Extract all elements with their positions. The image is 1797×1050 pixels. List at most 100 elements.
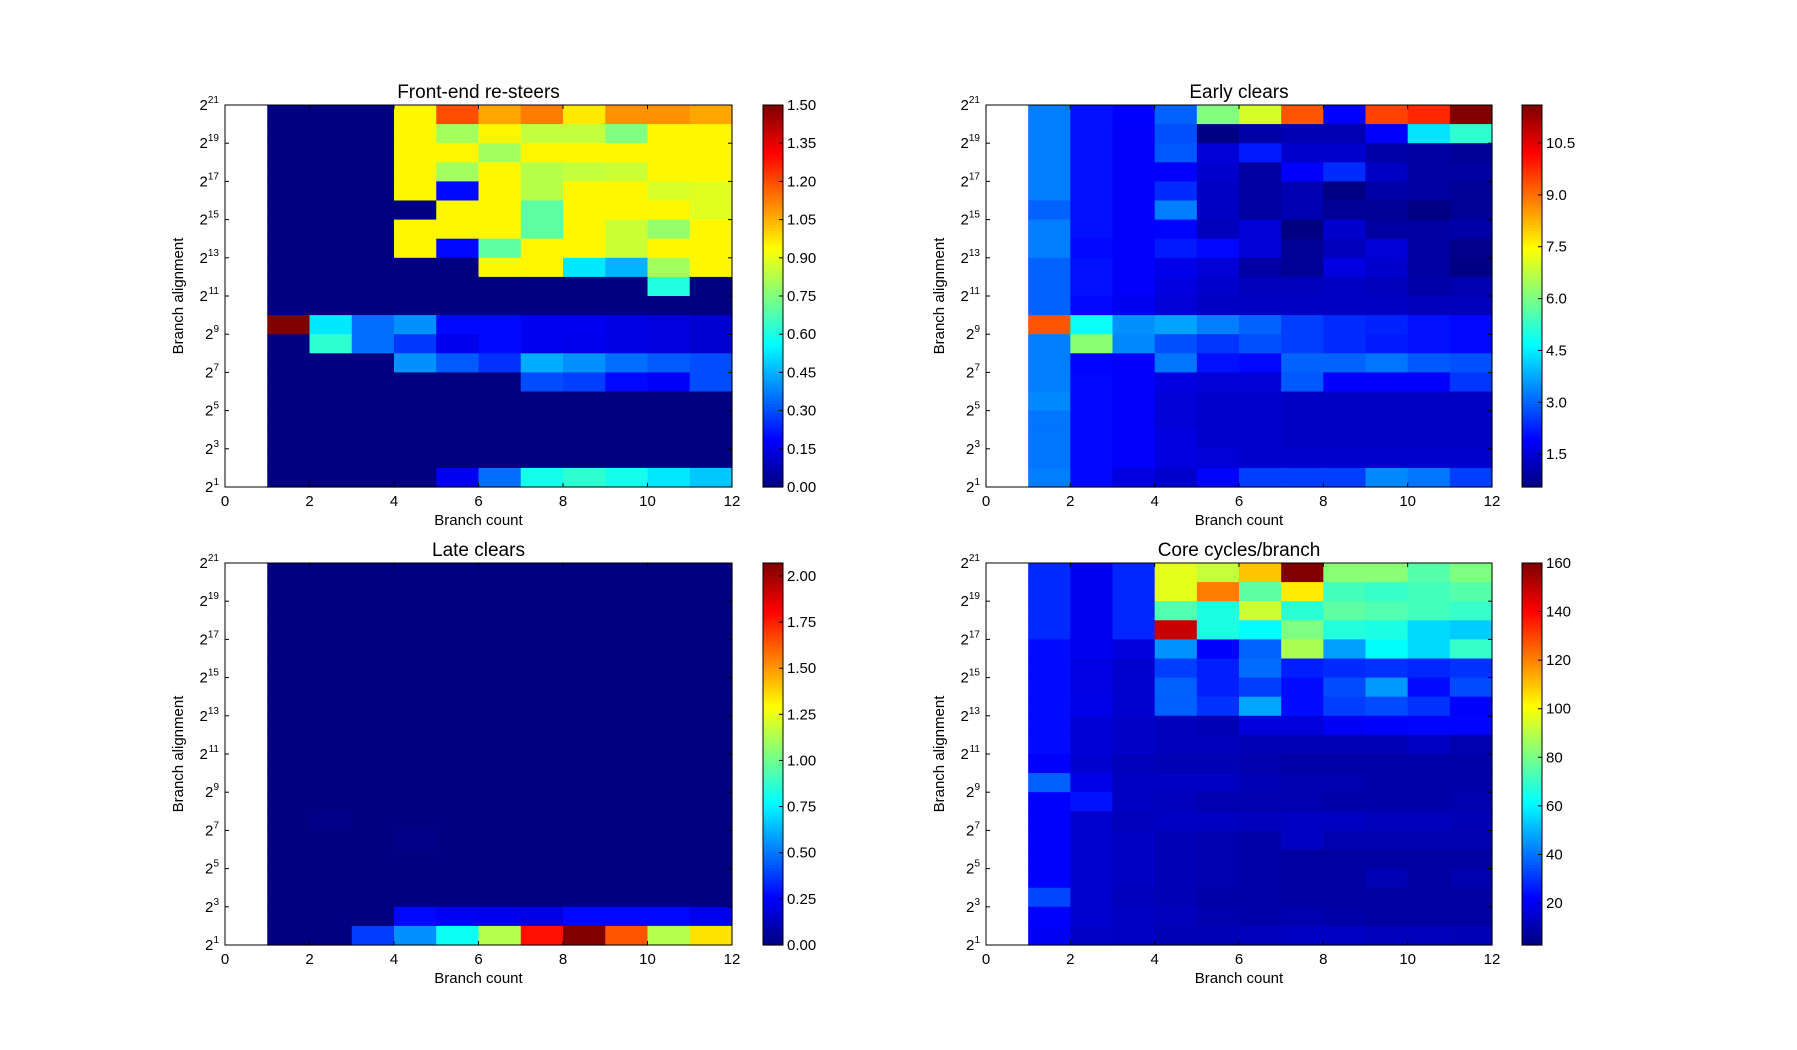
y-axis-label: Branch alignment: [931, 237, 948, 355]
colorbar-segment: [1522, 191, 1542, 196]
heatmap-cell: [1365, 429, 1409, 450]
chart-title: Core cycles/branch: [1158, 540, 1321, 561]
heatmap-cell: [647, 143, 691, 163]
y-tick-label: 72: [966, 820, 980, 839]
y-tick-base: 2: [199, 288, 207, 305]
y-tick-label: 152: [960, 668, 980, 687]
heatmap-panel: 0 2 4 6 8 10 121232527292112132152172192212Cor…: [931, 540, 1571, 987]
heatmap-cell: [1323, 677, 1367, 698]
y-tick-label: 72: [205, 820, 219, 839]
heatmap-cell: [1281, 181, 1324, 202]
heatmap-cell: [1154, 181, 1198, 202]
heatmap-cell: [1449, 639, 1493, 660]
colorbar-segment: [1522, 484, 1542, 488]
heatmap-cell: [309, 353, 353, 373]
heatmap-cell: [1196, 868, 1240, 889]
heatmap-cell: [520, 734, 564, 755]
heatmap-cell: [267, 563, 311, 583]
heatmap-cell: [520, 296, 564, 316]
colorbar-segment: [763, 936, 783, 940]
heatmap-cell: [1365, 181, 1409, 202]
heatmap-cell: [478, 792, 522, 812]
heatmap-cell: [1323, 315, 1367, 335]
y-tick-base: 2: [199, 135, 207, 152]
heatmap-cell: [1154, 601, 1198, 621]
colorbar-segment: [763, 478, 783, 482]
colorbar-segment: [1522, 224, 1542, 228]
colorbar-segment: [1522, 397, 1542, 402]
heatmap-cell: [1112, 792, 1156, 812]
heatmap-cell: [1323, 219, 1367, 240]
heatmap-cell: [1323, 601, 1367, 621]
heatmap-cell: [309, 200, 353, 221]
colorbar-segment: [1522, 580, 1542, 585]
heatmap-cell: [394, 582, 437, 602]
colorbar-segment: [1522, 918, 1542, 922]
colorbar-segment: [1522, 481, 1542, 485]
heatmap-cell: [1154, 257, 1198, 278]
heatmap-cell: [478, 429, 522, 450]
heatmap-cell: [1196, 429, 1240, 450]
colorbar-segment: [763, 325, 783, 330]
colorbar-segment: [763, 801, 783, 806]
colorbar-segment: [763, 272, 783, 276]
heatmap-cell: [689, 773, 733, 793]
y-tick-label: 52: [205, 859, 219, 878]
heatmap-cell: [647, 849, 691, 870]
colorbar-segment: [1522, 301, 1542, 306]
heatmap-cell: [1323, 620, 1367, 640]
heatmap-cell: [689, 105, 733, 125]
heatmap-cell: [351, 429, 395, 450]
heatmap-cell: [351, 734, 395, 755]
heatmap-cell: [1281, 620, 1324, 640]
heatmap-cell: [1239, 620, 1282, 640]
heatmap-cell: [309, 372, 353, 393]
colorbar-segment: [1522, 661, 1542, 666]
colorbar-segment: [763, 783, 783, 788]
colorbar-segment: [1522, 816, 1542, 821]
heatmap-cell: [1365, 677, 1409, 698]
colorbar-segment: [763, 706, 783, 710]
colorbar-segment: [1522, 287, 1542, 291]
colorbar-segment: [763, 676, 783, 680]
colorbar-segment: [1522, 379, 1542, 384]
colorbar-segment: [1522, 251, 1542, 255]
colorbar-segment: [1522, 613, 1542, 618]
heatmap-cell: [1196, 315, 1240, 335]
colorbar-tick-label: 0.75: [787, 288, 816, 305]
heatmap-cell: [605, 563, 649, 583]
heatmap-cell: [1407, 906, 1451, 927]
heatmap-cell: [1239, 677, 1282, 698]
heatmap-cell: [563, 582, 606, 602]
heatmap-cell: [309, 315, 353, 335]
colorbar-segment: [1522, 131, 1542, 136]
heatmap-cell: [478, 715, 522, 736]
heatmap-cell: [1154, 811, 1198, 831]
heatmap-cell: [1070, 410, 1114, 431]
colorbar-segment: [1522, 631, 1542, 636]
colorbar-segment: [1522, 745, 1542, 749]
heatmap-cell: [1323, 696, 1367, 717]
heatmap-cell: [478, 830, 522, 851]
y-tick-exponent: 3: [974, 439, 980, 450]
colorbar-frame: [1521, 104, 1543, 488]
heatmap-cell: [1365, 334, 1409, 354]
y-tick-label: 212: [199, 553, 219, 572]
heatmap-cell: [394, 754, 437, 774]
heatmap-cell: [351, 296, 395, 316]
heatmap-cell: [605, 200, 649, 221]
heatmap-cell: [563, 925, 606, 946]
colorbar-segment: [1522, 795, 1542, 800]
heatmap-cell: [1154, 315, 1198, 335]
colorbar-segment: [1522, 828, 1542, 833]
colorbar-segment: [763, 685, 783, 689]
heatmap-cell: [478, 906, 522, 927]
colorbar-segment: [763, 466, 783, 470]
colorbar-segment: [1522, 774, 1542, 779]
heatmap-cell: [647, 429, 691, 450]
heatmap-cell: [394, 124, 437, 144]
y-tick-exponent: 7: [974, 820, 980, 831]
y-tick-base: 2: [960, 670, 968, 687]
colorbar-segment: [763, 296, 783, 300]
